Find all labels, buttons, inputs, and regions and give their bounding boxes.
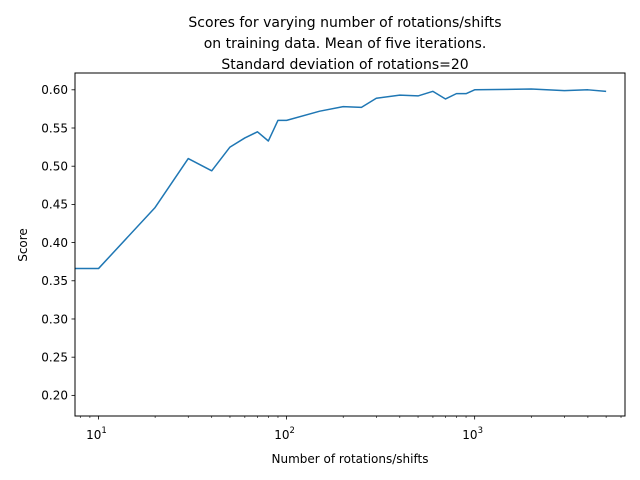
y-axis-label: Score: [16, 228, 30, 262]
x-tick-label: 103: [462, 426, 483, 442]
y-tick-label: 0.30: [41, 312, 68, 326]
plot-area: [75, 88, 607, 270]
y-tick-label: 0.60: [41, 83, 68, 97]
x-tick-label: 102: [274, 426, 295, 442]
x-tick-base: 10: [462, 428, 477, 442]
y-tick-label: 0.50: [41, 159, 68, 173]
x-tick-exponent: 3: [478, 426, 483, 436]
x-axis-label: Number of rotations/shifts: [272, 452, 429, 466]
x-tick-exponent: 1: [101, 426, 106, 436]
chart-title: Scores for varying number of rotations/s…: [188, 15, 501, 73]
chart-title-line-1: Scores for varying number of rotations/s…: [188, 15, 501, 31]
chart-title-line-2: on training data. Mean of five iteration…: [204, 36, 487, 52]
x-tick-exponent: 2: [290, 426, 295, 436]
x-tick-label: 101: [86, 426, 107, 442]
x-axis-ticks: 101 102 103: [79, 416, 622, 442]
x-tick-base: 10: [274, 428, 289, 442]
y-tick-label: 0.55: [41, 121, 68, 135]
y-tick-label: 0.20: [41, 389, 68, 403]
y-tick-label: 0.40: [41, 236, 68, 250]
y-axis-ticks: 0.20 0.25 0.30 0.35 0.40 0.45 0.50 0.55 0.60: [41, 83, 75, 403]
x-tick-base: 10: [86, 428, 101, 442]
y-tick-label: 0.35: [41, 274, 68, 288]
series-line: [75, 88, 607, 270]
y-tick-label: 0.25: [41, 350, 68, 364]
y-tick-label: 0.45: [41, 198, 68, 212]
chart-title-line-3: Standard deviation of rotations=20: [221, 57, 468, 73]
plot-frame: [74, 72, 626, 417]
